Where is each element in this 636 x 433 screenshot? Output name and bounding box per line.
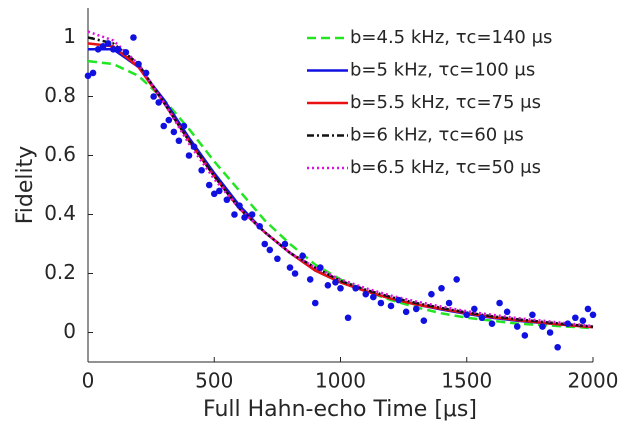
legend-label: b=4.5 kHz, τc=140 μs	[350, 27, 552, 48]
point	[445, 299, 453, 307]
point	[94, 46, 102, 53]
x-tick-label: 0	[82, 369, 95, 393]
x-tick-label: 500	[195, 369, 233, 393]
x-tick-label: 2000	[568, 369, 619, 393]
point	[539, 323, 546, 330]
point	[175, 137, 183, 145]
point	[122, 48, 130, 56]
point	[231, 211, 238, 218]
point	[130, 34, 137, 41]
point	[89, 69, 97, 77]
legend-label: b=6 kHz, τc=60 μs	[350, 125, 524, 146]
y-tick-label: 1	[63, 24, 76, 48]
point	[266, 246, 274, 254]
point	[503, 308, 511, 316]
point	[370, 293, 377, 301]
point	[306, 276, 314, 283]
point	[496, 299, 503, 307]
point	[564, 320, 572, 327]
point	[241, 214, 248, 221]
point	[352, 284, 359, 292]
point	[471, 305, 478, 313]
point	[190, 143, 198, 150]
point	[332, 279, 339, 286]
point	[529, 311, 536, 319]
point	[236, 202, 243, 209]
point	[344, 314, 352, 322]
point	[412, 305, 420, 313]
point	[198, 166, 205, 174]
line	[87, 59, 594, 330]
point	[248, 211, 256, 218]
point	[402, 308, 410, 316]
point	[513, 323, 521, 330]
point	[210, 190, 218, 198]
point	[572, 314, 579, 322]
point	[256, 223, 264, 230]
point	[223, 196, 231, 204]
y-tick-label: 0.8	[44, 83, 76, 107]
point	[546, 329, 554, 336]
point	[185, 152, 193, 159]
point	[579, 317, 587, 325]
y-tick-label: 0	[63, 319, 76, 343]
y-axis-label: Fidelity	[13, 146, 38, 225]
point	[142, 69, 150, 77]
point	[554, 343, 561, 351]
point	[420, 317, 428, 325]
legend-label: b=6.5 kHz, τc=50 μs	[350, 157, 541, 178]
point	[377, 299, 385, 307]
line	[87, 42, 594, 329]
point	[115, 46, 122, 53]
point	[324, 282, 332, 289]
line	[87, 30, 594, 328]
point	[478, 314, 486, 322]
point	[165, 116, 173, 124]
point	[160, 122, 168, 130]
point	[135, 60, 142, 68]
point	[261, 240, 269, 248]
point	[438, 284, 445, 292]
point	[286, 264, 294, 271]
legend-label: b=5.5 kHz, τc=75 μs	[350, 92, 541, 113]
point	[299, 252, 306, 260]
point	[311, 299, 319, 307]
point	[205, 181, 213, 189]
point	[584, 305, 592, 313]
point	[387, 302, 395, 310]
point	[362, 290, 370, 298]
point	[337, 284, 344, 292]
y-tick-label: 0.6	[44, 142, 76, 166]
point	[589, 311, 597, 319]
point	[428, 290, 435, 298]
x-tick-label: 1000	[315, 369, 366, 393]
point	[463, 311, 471, 319]
point	[170, 128, 178, 136]
point	[84, 72, 92, 80]
point	[216, 187, 223, 195]
point	[488, 320, 496, 327]
x-axis-label: Full Hahn-echo Time [μs]	[203, 397, 477, 422]
point	[317, 264, 324, 271]
point	[291, 270, 299, 277]
point	[109, 46, 117, 53]
point	[180, 122, 188, 130]
y-tick-label: 0.2	[44, 260, 76, 284]
y-tick-label: 0.4	[44, 201, 76, 225]
point	[281, 240, 289, 248]
point	[521, 332, 529, 339]
point	[395, 296, 402, 304]
point	[99, 43, 107, 50]
legend-label: b=5 kHz, τc=100 μs	[350, 60, 535, 81]
point	[155, 99, 162, 106]
point	[274, 255, 281, 263]
point	[104, 40, 112, 47]
point	[150, 93, 157, 100]
x-tick-label: 1500	[441, 369, 492, 393]
point	[453, 276, 460, 283]
